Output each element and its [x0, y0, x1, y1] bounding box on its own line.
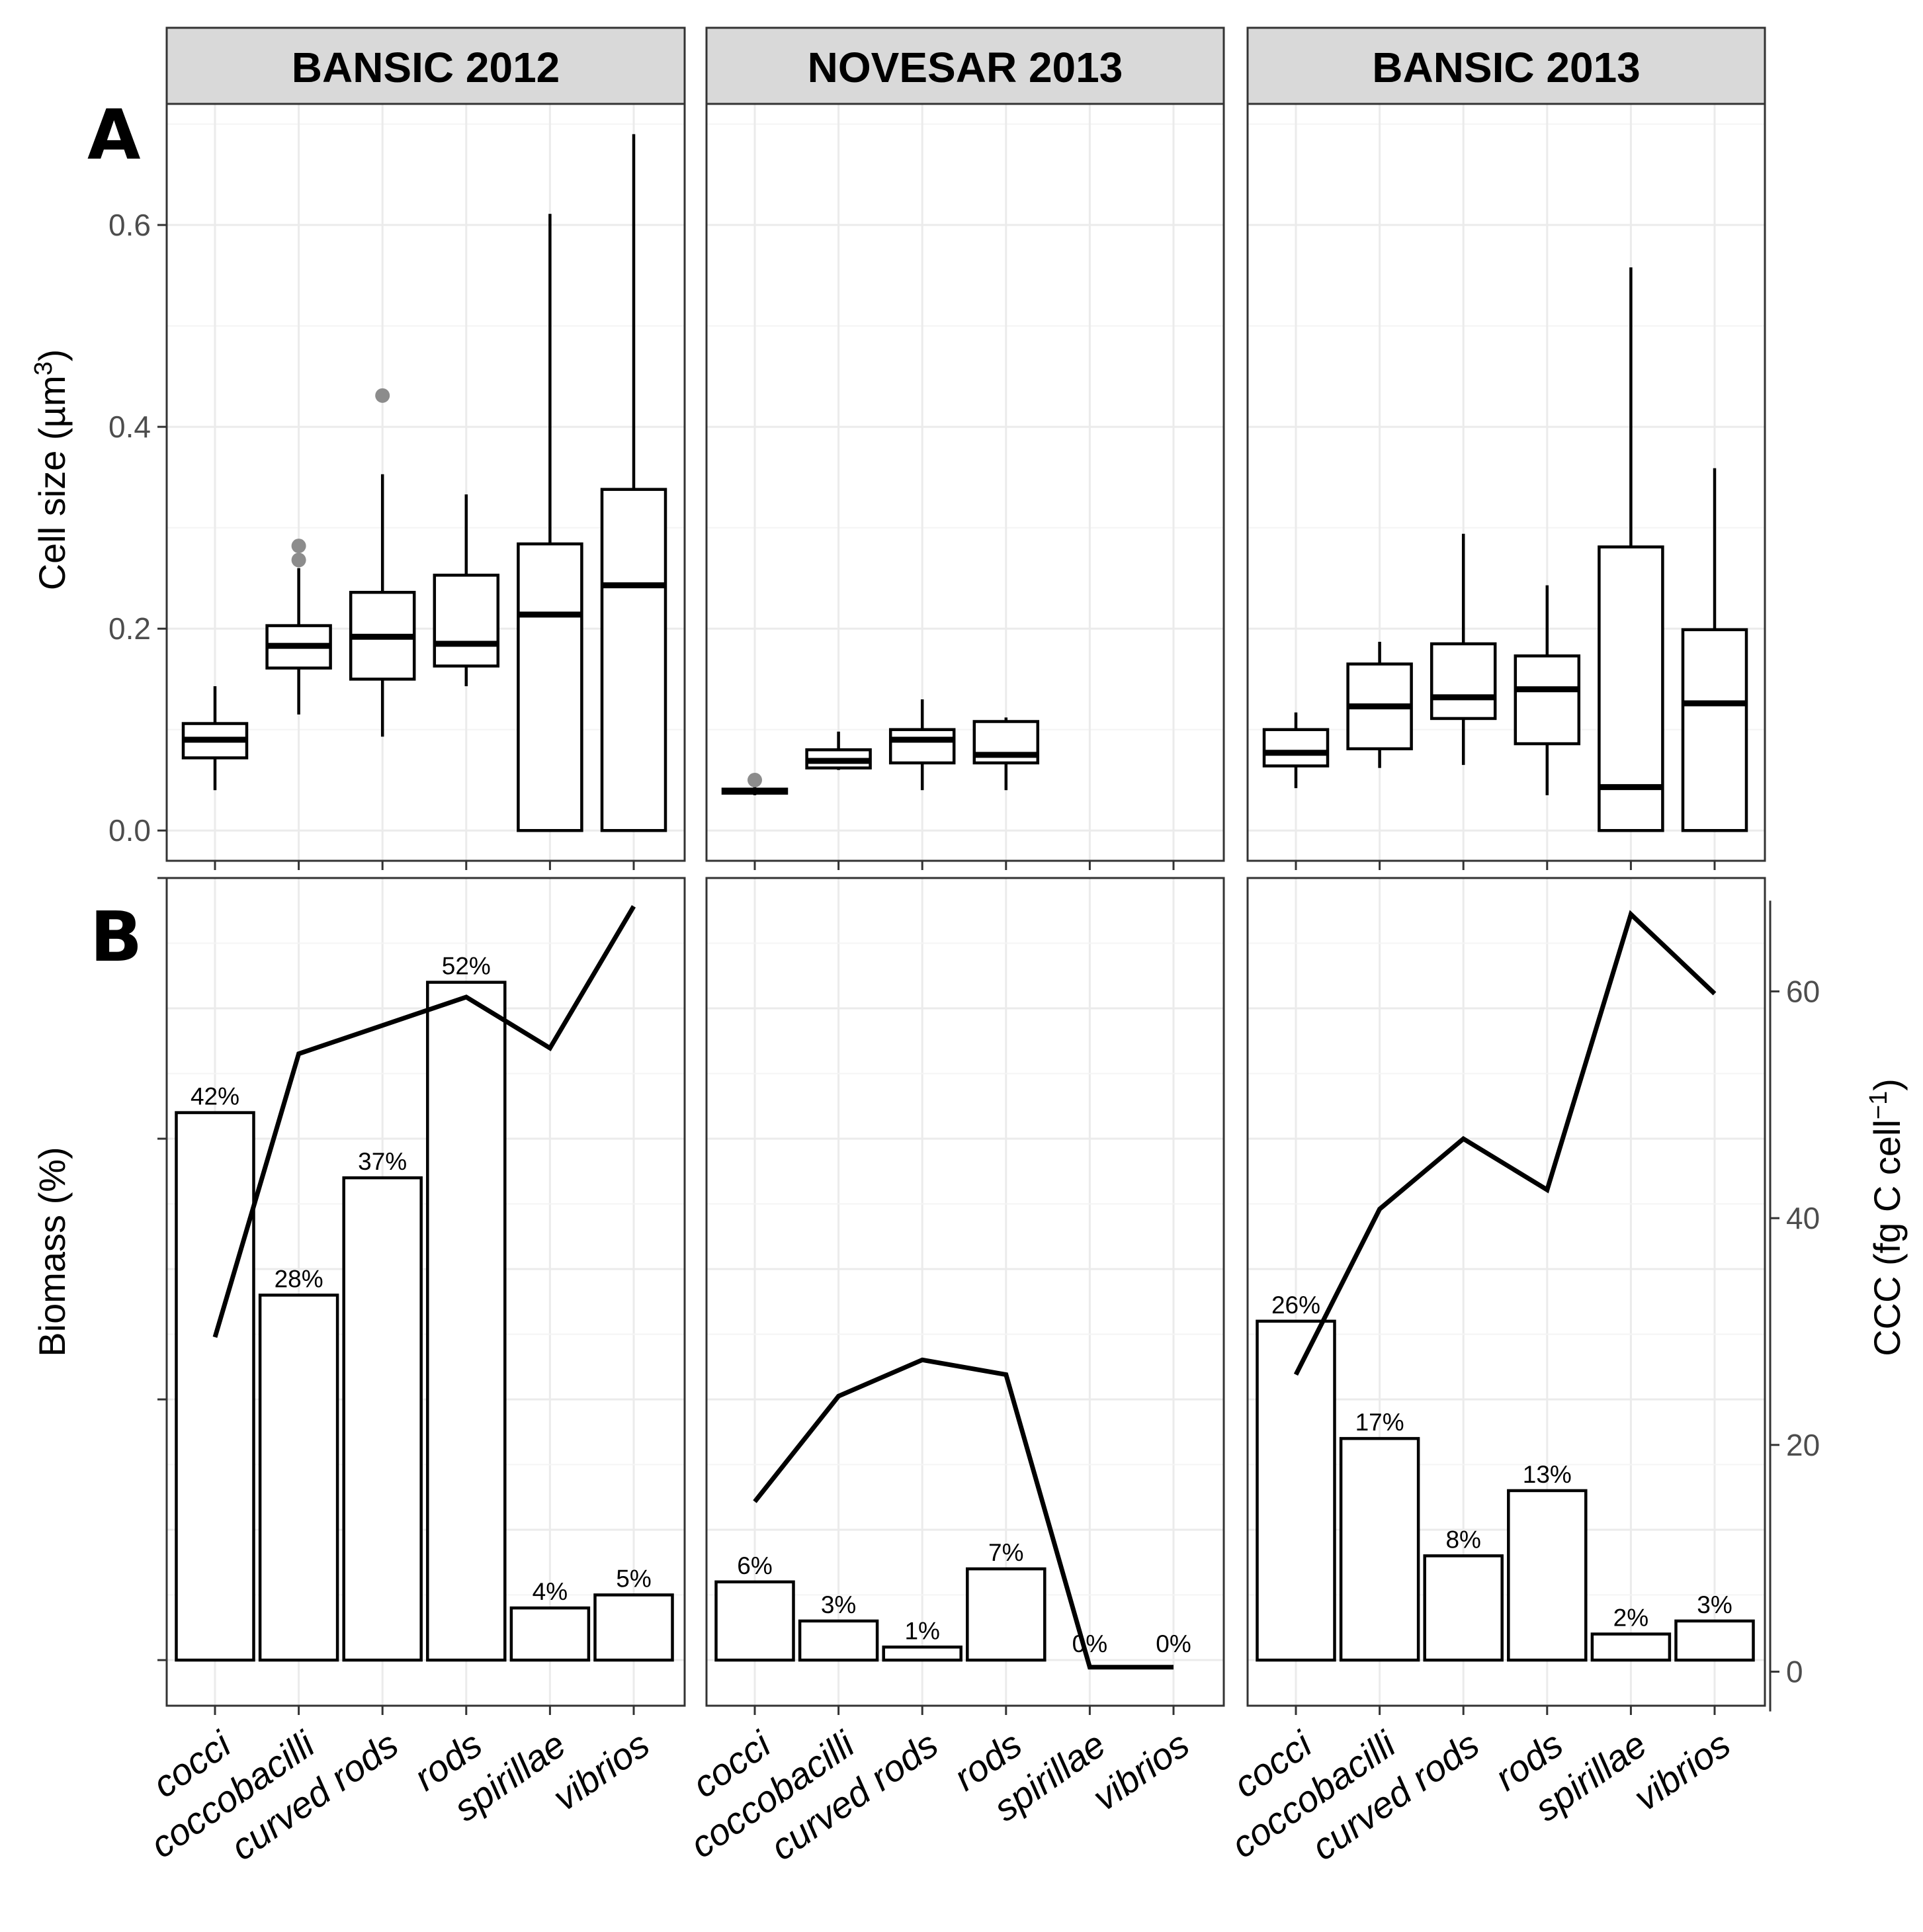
biomass-bar-label: 37% [358, 1148, 407, 1175]
box-iqr [888, 728, 956, 765]
ccc-y-tick-label: 0 [1786, 1655, 1803, 1689]
biomass-bar-label: 28% [275, 1265, 323, 1292]
biomass-bar-label: 3% [1697, 1591, 1732, 1618]
biomass-bar-label: 2% [1613, 1604, 1648, 1632]
panel-tag-b: B [90, 897, 142, 977]
ccc-y-tick-label: 60 [1786, 974, 1820, 1008]
facet-strip [1246, 26, 1766, 105]
top-panel-border [1246, 103, 1766, 862]
box-iqr [433, 574, 500, 668]
x-category-label: vibrios [545, 1723, 657, 1818]
facet-strip [165, 26, 686, 105]
biomass-bar [593, 1593, 674, 1662]
facet-strip-label: BANSIC 2012 [292, 44, 560, 91]
biomass-bar [1339, 1436, 1420, 1662]
biomass-bar-label: 6% [737, 1552, 772, 1579]
top-y-tick-label: 0.2 [108, 611, 151, 646]
ccc-line [1293, 910, 1717, 1376]
biomass-bar-label: 0% [1156, 1630, 1191, 1657]
y-axis-title-biomass: Biomass (%) [31, 1147, 73, 1356]
x-category-label: vibrios [1085, 1723, 1197, 1818]
biomass-bar [1423, 1554, 1504, 1662]
box-iqr [1514, 654, 1581, 746]
facet-strip-label: NOVESAR 2013 [808, 44, 1123, 91]
cell-size-label: Cell size (µm [31, 376, 73, 591]
box-outlier-point [748, 772, 762, 787]
top-y-tick-label: 0.4 [108, 410, 151, 444]
biomass-bar [798, 1619, 879, 1662]
ccc-label: CCC (fg C cell [1866, 1120, 1908, 1356]
top-y-tick-label: 0.6 [108, 208, 151, 242]
panel-tag-a: A [87, 95, 141, 175]
biomass-bar-label: 13% [1523, 1461, 1572, 1488]
box-iqr [1681, 628, 1748, 832]
top-panel-border [705, 103, 1225, 862]
box-iqr [600, 488, 667, 832]
biomass-bar [342, 1176, 423, 1662]
cell-size-label-close: ) [31, 349, 73, 362]
ccc-y-tick-label: 20 [1786, 1428, 1820, 1462]
facet-strip-label: BANSIC 2013 [1372, 44, 1641, 91]
biomass-bar-label: 8% [1445, 1526, 1480, 1553]
biomass-bar [258, 1294, 339, 1662]
cell-size-unit-superscript: 3 [30, 361, 58, 375]
box-iqr [1598, 545, 1664, 832]
top-panel-border [165, 103, 686, 862]
ccc-y-tick-label: 40 [1786, 1201, 1820, 1235]
facet-strip [705, 26, 1225, 105]
ccc-unit-superscript: −1 [1865, 1091, 1893, 1120]
ccc-line [212, 905, 636, 1339]
biomass-bar-label: 26% [1271, 1292, 1320, 1319]
box-outlier-point [291, 552, 306, 568]
box-outlier-point [375, 388, 390, 403]
biomass-bar-label: 3% [821, 1591, 856, 1618]
axes [157, 103, 1779, 1715]
bottom-panel-background [706, 878, 1224, 1706]
biomass-bar [426, 981, 507, 1662]
biomass-bar-label: 7% [988, 1539, 1023, 1566]
biomass-bar [1674, 1619, 1755, 1662]
box-outlier-point [291, 539, 306, 554]
biomass-bar-label: 1% [904, 1617, 939, 1644]
box-iqr [517, 542, 583, 832]
biomass-bar [882, 1646, 962, 1662]
box-iqr [1430, 642, 1497, 721]
biomass-bar [509, 1606, 591, 1662]
biomass-bar-label: 5% [616, 1565, 651, 1593]
biomass-bar-label: 52% [442, 953, 491, 980]
bottom-panel-border [705, 877, 1225, 1707]
y-axis-title-ccc: CCC (fg C cell−1) [1865, 1078, 1908, 1356]
biomass-bar [1507, 1489, 1588, 1662]
box-iqr [1262, 728, 1330, 768]
biomass-bar [714, 1580, 795, 1662]
top-panel-background [1248, 104, 1765, 861]
biomass-bar-label: 42% [191, 1083, 239, 1110]
bottom-panel-border [1246, 877, 1766, 1707]
top-y-tick-label: 0.0 [108, 813, 151, 848]
biomass-bar [966, 1567, 1047, 1662]
ccc-label-close: ) [1866, 1078, 1908, 1091]
data-marks [175, 134, 1755, 1670]
top-panel-background [706, 104, 1224, 861]
biomass-bar-label: 4% [533, 1578, 568, 1605]
biomass-bar [175, 1111, 255, 1662]
x-category-label: vibrios [1626, 1723, 1738, 1818]
y-axis-title-cell-size: Cell size (µm3) [30, 349, 73, 591]
biomass-bar-label: 0% [1072, 1630, 1107, 1657]
ccc-line [753, 1357, 1174, 1670]
biomass-bar [1256, 1319, 1336, 1662]
biomass-bar-label: 17% [1355, 1409, 1404, 1436]
bottom-panel-border [165, 877, 686, 1707]
top-panel-background [167, 104, 685, 861]
biomass-bar [1590, 1632, 1672, 1662]
